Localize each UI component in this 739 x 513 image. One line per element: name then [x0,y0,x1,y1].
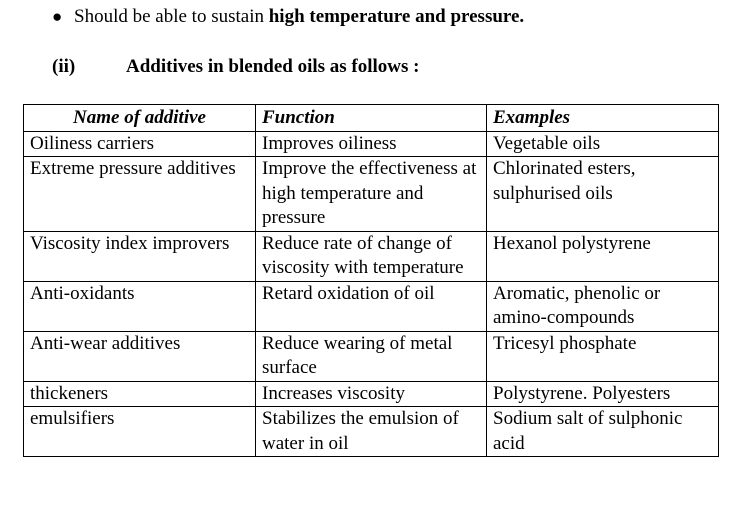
cell-examples: Aromatic, phenolic or amino-compounds [486,280,719,332]
table-row: Oiliness carriers Improves oiliness Vege… [23,130,719,157]
table-row: Viscosity index improvers Reduce rate of… [23,230,719,282]
cell-examples: Sodium salt of sulphonic acid [486,406,719,457]
bullet-text: Should be able to sustain [74,6,269,27]
header-examples: Examples [486,104,719,132]
cell-function: Reduce wearing of metal surface [255,330,487,382]
cell-function: Improve the effectiveness at high temper… [255,156,487,232]
cell-function: Stabilizes the emulsion of water in oil [255,406,487,457]
table-header-row: Name of additive Function Examples [23,104,719,132]
cell-additive: Anti-wear additives [23,330,256,382]
additives-table: Name of additive Function Examples Oilin… [23,104,719,457]
cell-additive: Anti-oxidants [23,280,256,332]
table-row: Anti-oxidants Retard oxidation of oil Ar… [23,280,719,332]
cell-examples: Polystyrene. Polyesters [486,380,719,407]
cell-function: Increases viscosity [255,380,487,407]
cell-additive: emulsifiers [23,406,256,457]
cell-examples: Vegetable oils [486,130,719,157]
cell-function: Improves oiliness [255,130,487,157]
table-row: thickeners Increases viscosity Polystyre… [23,380,719,407]
section-number: (ii) [52,56,76,77]
header-function: Function [255,104,487,132]
cell-additive: Extreme pressure additives [23,156,256,232]
cell-examples: Hexanol polystyrene [486,230,719,282]
cell-additive: Viscosity index improvers [23,230,256,282]
cell-function: Reduce rate of change of viscosity with … [255,230,487,282]
bullet-icon: ● [52,7,63,26]
cell-examples: Chlorinated esters, sulphurised oils [486,156,719,232]
cell-additive: Oiliness carriers [23,130,256,157]
table-row: Anti-wear additives Reduce wearing of me… [23,330,719,382]
bullet-bold-text: high temperature and pressure. [268,6,525,27]
bullet-point: ● Should be able to sustain high temperat… [52,6,524,28]
section-title: Additives in blended oils as follows : [126,56,420,77]
table-row: Extreme pressure additives Improve the e… [23,156,719,232]
table-row: emulsifiers Stabilizes the emulsion of w… [23,406,719,457]
cell-additive: thickeners [23,380,256,407]
cell-examples: Tricesyl phosphate [486,330,719,382]
section-heading: (ii) Additives in blended oils as follows… [52,56,420,78]
header-name-of-additive: Name of additive [23,104,256,132]
cell-function: Retard oxidation of oil [255,280,487,332]
